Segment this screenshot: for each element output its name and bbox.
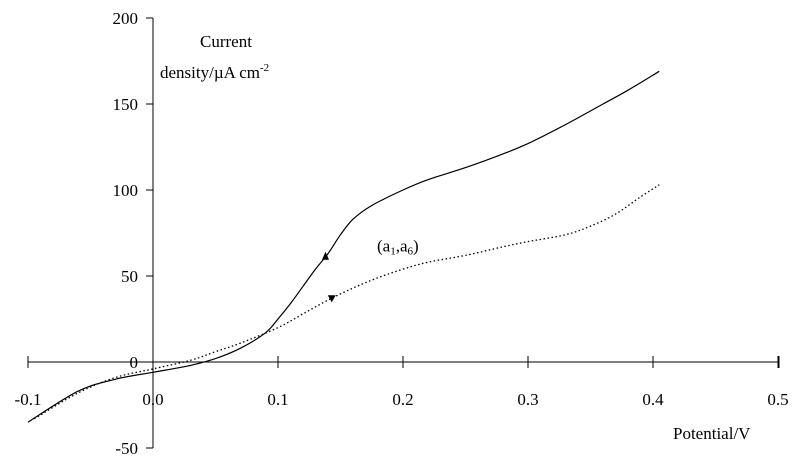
x-tick-label: 0.0: [142, 390, 163, 409]
x-axis-label: Potential/V: [673, 424, 751, 443]
axis-ticks: -0.1 0.0 0.1 0.2 0.3 0.4 0.5 200 150 100 50 0 -50: [15, 9, 789, 458]
y-tick-label: 150: [113, 95, 139, 114]
x-tick-label: 0.1: [267, 390, 288, 409]
annotation-sub1: 1: [390, 246, 396, 258]
annotation-part1: (a: [377, 237, 391, 256]
x-tick-label: -0.1: [15, 390, 42, 409]
reverse-scan-arrow: [327, 295, 336, 303]
x-tick-label: 0.2: [392, 390, 413, 409]
curve-annotation: (a1,a6): [377, 237, 419, 258]
annotation-part2: ,a: [396, 237, 408, 256]
y-axis-label-superscript: -2: [260, 62, 269, 74]
series-line-forward-scan: [27, 70, 660, 423]
y-tick-label: -50: [115, 439, 138, 458]
annotation-part3: ): [413, 237, 419, 256]
x-tick-label: 0.4: [642, 390, 664, 409]
y-tick-label: 200: [113, 9, 139, 28]
y-tick-label: 100: [113, 181, 139, 200]
x-tick-label: 0.5: [767, 390, 788, 409]
x-tick-label: 0.3: [517, 390, 538, 409]
y-axis-label-line1: Current: [200, 32, 252, 51]
annotation-sub2: 6: [408, 246, 414, 258]
y-tick-label: 50: [121, 267, 138, 286]
series-line-reverse-scan: [33, 184, 660, 420]
y-tick-label: 0: [130, 353, 139, 372]
series-layer: [27, 70, 660, 423]
forward-scan-arrow: [322, 251, 329, 260]
y-axis-label-line2: density/µA cm-2: [160, 62, 269, 82]
y-axis-label-line2-main: density/µA cm: [160, 63, 260, 82]
